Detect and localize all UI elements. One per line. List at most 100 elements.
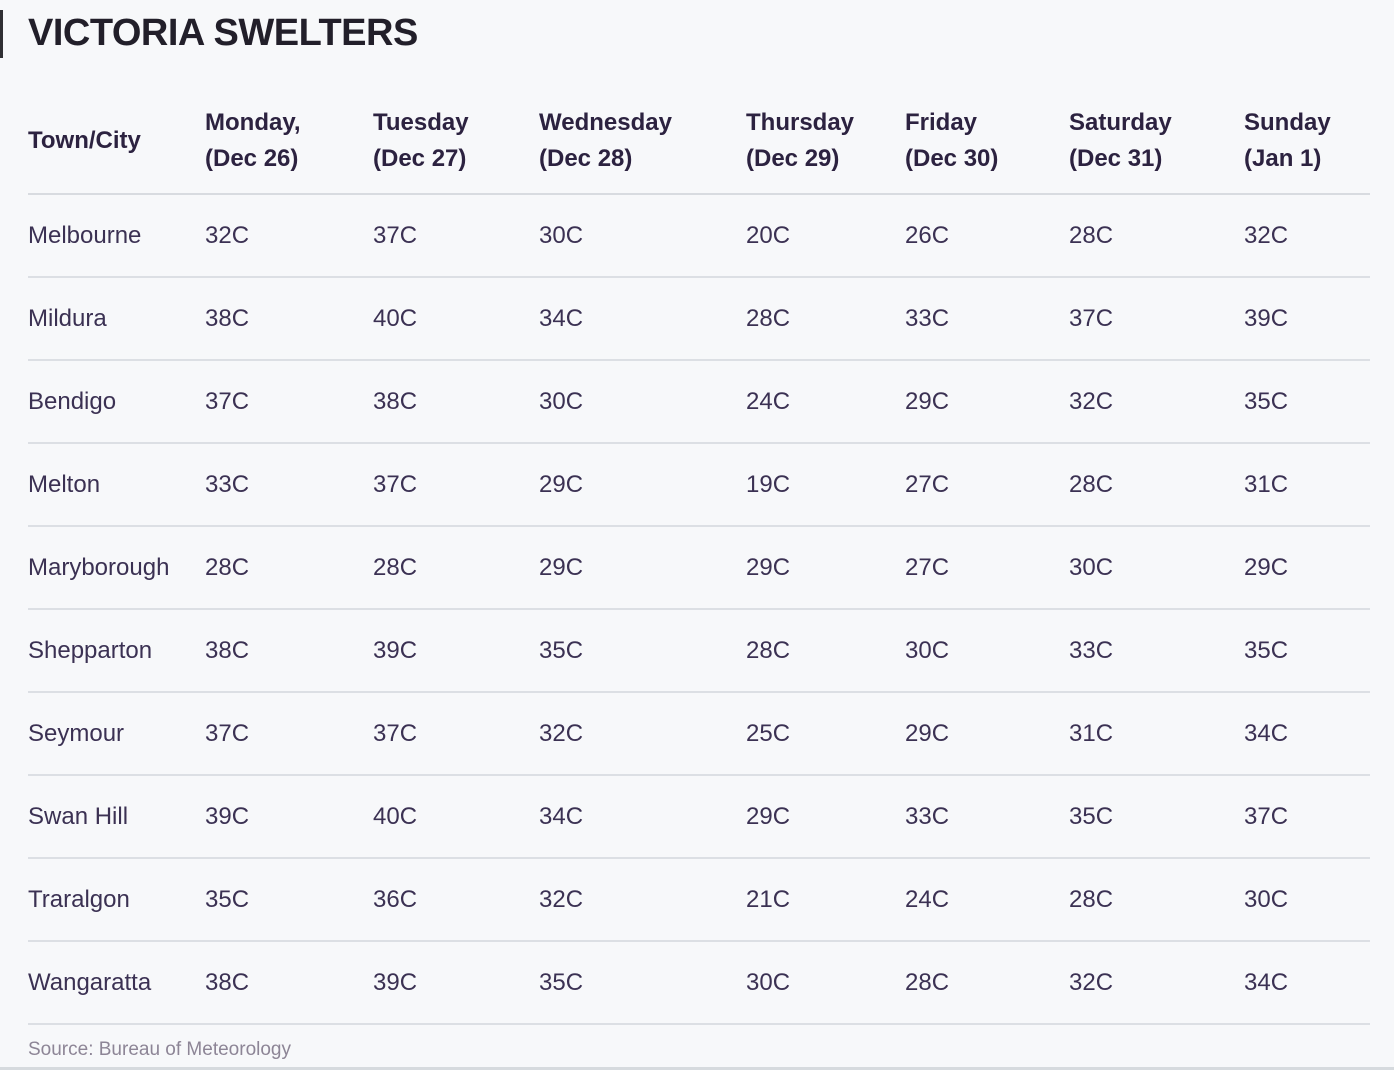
temp-cell: 35C — [1244, 360, 1370, 444]
temp-cell: 34C — [1244, 692, 1370, 776]
temp-cell: 37C — [1244, 775, 1370, 859]
header-day-label: Saturday — [1069, 109, 1172, 136]
temp-cell: 30C — [1069, 526, 1244, 610]
temp-cell: 24C — [746, 360, 905, 444]
temp-cell: 35C — [539, 941, 746, 1025]
table-row-traralgon: Traralgon 35C 36C 32C 21C 24C 28C 30C — [28, 858, 1370, 942]
town-name: Swan Hill — [28, 775, 205, 859]
temp-cell: 37C — [205, 360, 373, 444]
temp-cell: 38C — [205, 941, 373, 1025]
temp-cell: 27C — [905, 526, 1069, 610]
table-row-melbourne: Melbourne 32C 37C 30C 20C 26C 28C 32C — [28, 194, 1370, 278]
header-date-label: (Dec 28) — [539, 145, 633, 172]
temp-cell: 37C — [373, 443, 539, 527]
temp-cell: 35C — [1244, 609, 1370, 693]
temp-cell: 29C — [746, 775, 905, 859]
temp-cell: 33C — [905, 775, 1069, 859]
source-note: Source: Bureau of Meteorology — [28, 1039, 291, 1060]
table-row-seymour: Seymour 37C 37C 32C 25C 29C 31C 34C — [28, 692, 1370, 776]
temp-cell: 28C — [1069, 858, 1244, 942]
town-name: Melbourne — [28, 194, 205, 278]
temp-cell: 29C — [1244, 526, 1370, 610]
temp-cell: 29C — [539, 443, 746, 527]
table-row-maryborough: Maryborough 28C 28C 29C 29C 27C 30C 29C — [28, 526, 1370, 610]
temp-cell: 30C — [539, 194, 746, 278]
temp-cell: 39C — [373, 609, 539, 693]
temp-cell: 32C — [205, 194, 373, 278]
town-name: Wangaratta — [28, 941, 205, 1025]
town-name: Melton — [28, 443, 205, 527]
table-header: Town/City Monday, (Dec 26) Tuesday (Dec … — [28, 89, 1370, 195]
temp-cell: 35C — [205, 858, 373, 942]
temp-cell: 31C — [1069, 692, 1244, 776]
header-day-label: Sunday — [1244, 109, 1331, 136]
header-day-label: Wednesday — [539, 109, 672, 136]
temp-cell: 31C — [1244, 443, 1370, 527]
header-label: Town/City — [28, 127, 141, 154]
temp-cell: 19C — [746, 443, 905, 527]
column-header-town-city: Town/City — [28, 89, 205, 195]
header-row: Town/City Monday, (Dec 26) Tuesday (Dec … — [28, 89, 1370, 195]
temp-cell: 34C — [1244, 941, 1370, 1025]
header-date-label: (Dec 30) — [905, 145, 999, 172]
header-day-label: Monday, — [205, 109, 301, 136]
temp-cell: 32C — [539, 692, 746, 776]
table-row-shepparton: Shepparton 38C 39C 35C 28C 30C 33C 35C — [28, 609, 1370, 693]
header-date-label: (Dec 26) — [205, 145, 299, 172]
temp-cell: 24C — [905, 858, 1069, 942]
temp-cell: 32C — [539, 858, 746, 942]
header-date-label: (Dec 31) — [1069, 145, 1163, 172]
column-header-thursday: Thursday (Dec 29) — [746, 89, 905, 195]
table-row-bendigo: Bendigo 37C 38C 30C 24C 29C 32C 35C — [28, 360, 1370, 444]
table-row-mildura: Mildura 38C 40C 34C 28C 33C 37C 39C — [28, 277, 1370, 361]
temp-cell: 28C — [1069, 443, 1244, 527]
temp-cell: 33C — [905, 277, 1069, 361]
header-date-label: (Jan 1) — [1244, 145, 1322, 172]
temp-cell: 30C — [539, 360, 746, 444]
temp-cell: 29C — [539, 526, 746, 610]
temp-cell: 28C — [746, 277, 905, 361]
column-header-saturday: Saturday (Dec 31) — [1069, 89, 1244, 195]
temp-cell: 34C — [539, 277, 746, 361]
temp-cell: 38C — [205, 277, 373, 361]
table-row-wangaratta: Wangaratta 38C 39C 35C 30C 28C 32C 34C — [28, 941, 1370, 1025]
table-row-melton: Melton 33C 37C 29C 19C 27C 28C 31C — [28, 443, 1370, 527]
temp-cell: 40C — [373, 775, 539, 859]
temp-cell: 30C — [1244, 858, 1370, 942]
temp-cell: 38C — [373, 360, 539, 444]
column-header-sunday: Sunday (Jan 1) — [1244, 89, 1370, 195]
temp-cell: 32C — [1069, 941, 1244, 1025]
temp-cell: 25C — [746, 692, 905, 776]
town-name: Traralgon — [28, 858, 205, 942]
left-edge-accent-mark — [0, 10, 3, 58]
temp-cell: 32C — [1244, 194, 1370, 278]
header-day-label: Thursday — [746, 109, 855, 136]
town-name: Mildura — [28, 277, 205, 361]
temp-cell: 28C — [905, 941, 1069, 1025]
temperature-table: Town/City Monday, (Dec 26) Tuesday (Dec … — [28, 89, 1370, 1025]
temp-cell: 37C — [1069, 277, 1244, 361]
town-name: Seymour — [28, 692, 205, 776]
temp-cell: 38C — [205, 609, 373, 693]
temp-cell: 21C — [746, 858, 905, 942]
table-row-swan-hill: Swan Hill 39C 40C 34C 29C 33C 35C 37C — [28, 775, 1370, 859]
temp-cell: 40C — [373, 277, 539, 361]
header-date-label: (Dec 27) — [373, 145, 467, 172]
temp-cell: 32C — [1069, 360, 1244, 444]
temp-cell: 29C — [746, 526, 905, 610]
temp-cell: 36C — [373, 858, 539, 942]
column-header-monday: Monday, (Dec 26) — [205, 89, 373, 195]
temp-cell: 39C — [373, 941, 539, 1025]
bottom-edge-divider — [0, 1067, 1394, 1070]
temp-cell: 39C — [205, 775, 373, 859]
column-header-friday: Friday (Dec 30) — [905, 89, 1069, 195]
town-name: Maryborough — [28, 526, 205, 610]
header-day-label: Friday — [905, 109, 978, 136]
temp-cell: 28C — [373, 526, 539, 610]
temp-cell: 37C — [373, 194, 539, 278]
page-title: VICTORIA SWELTERS — [28, 12, 418, 54]
temp-cell: 28C — [746, 609, 905, 693]
temp-cell: 33C — [205, 443, 373, 527]
temp-cell: 28C — [205, 526, 373, 610]
header-date-label: (Dec 29) — [746, 145, 840, 172]
